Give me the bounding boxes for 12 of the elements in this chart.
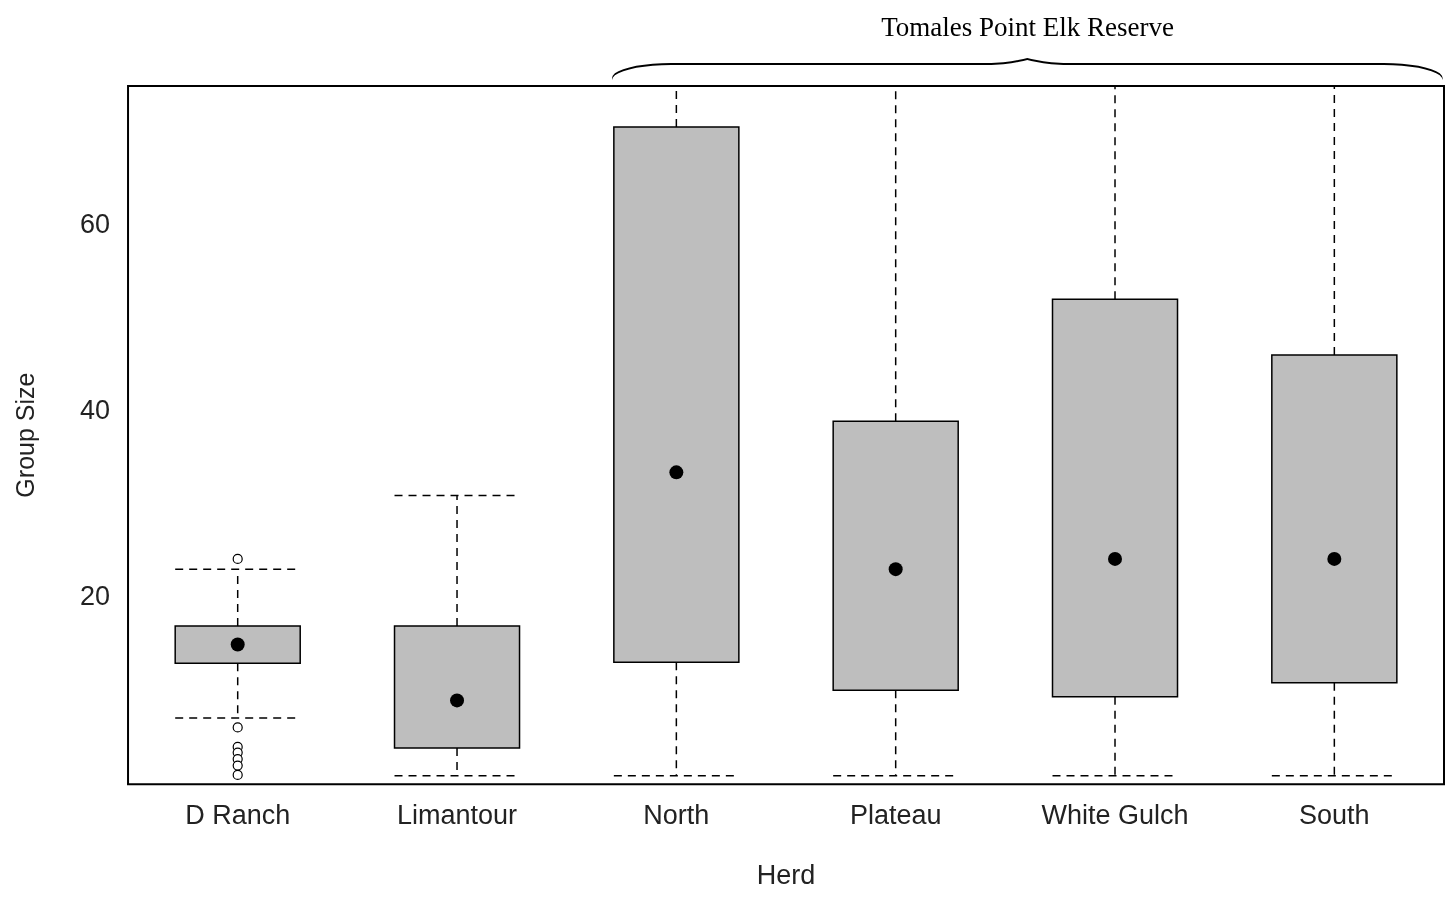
x-tick-label: South <box>1299 799 1370 830</box>
y-tick-label: 40 <box>79 395 111 426</box>
y-tick-label: 60 <box>79 209 111 240</box>
x-tick-label: North <box>643 799 710 830</box>
y-axis-title: Group Size <box>10 372 39 498</box>
x-tick-label: Limantour <box>396 799 518 830</box>
text: Tomales Point Elk Reserve <box>880 12 1176 43</box>
y-tick-label: 20 <box>79 581 111 612</box>
x-tick-label: Plateau <box>849 799 942 830</box>
x-tick-label: D Ranch <box>185 799 291 830</box>
x-tick-label: White Gulch <box>1041 799 1189 830</box>
x-axis-title: Herd <box>756 860 816 891</box>
